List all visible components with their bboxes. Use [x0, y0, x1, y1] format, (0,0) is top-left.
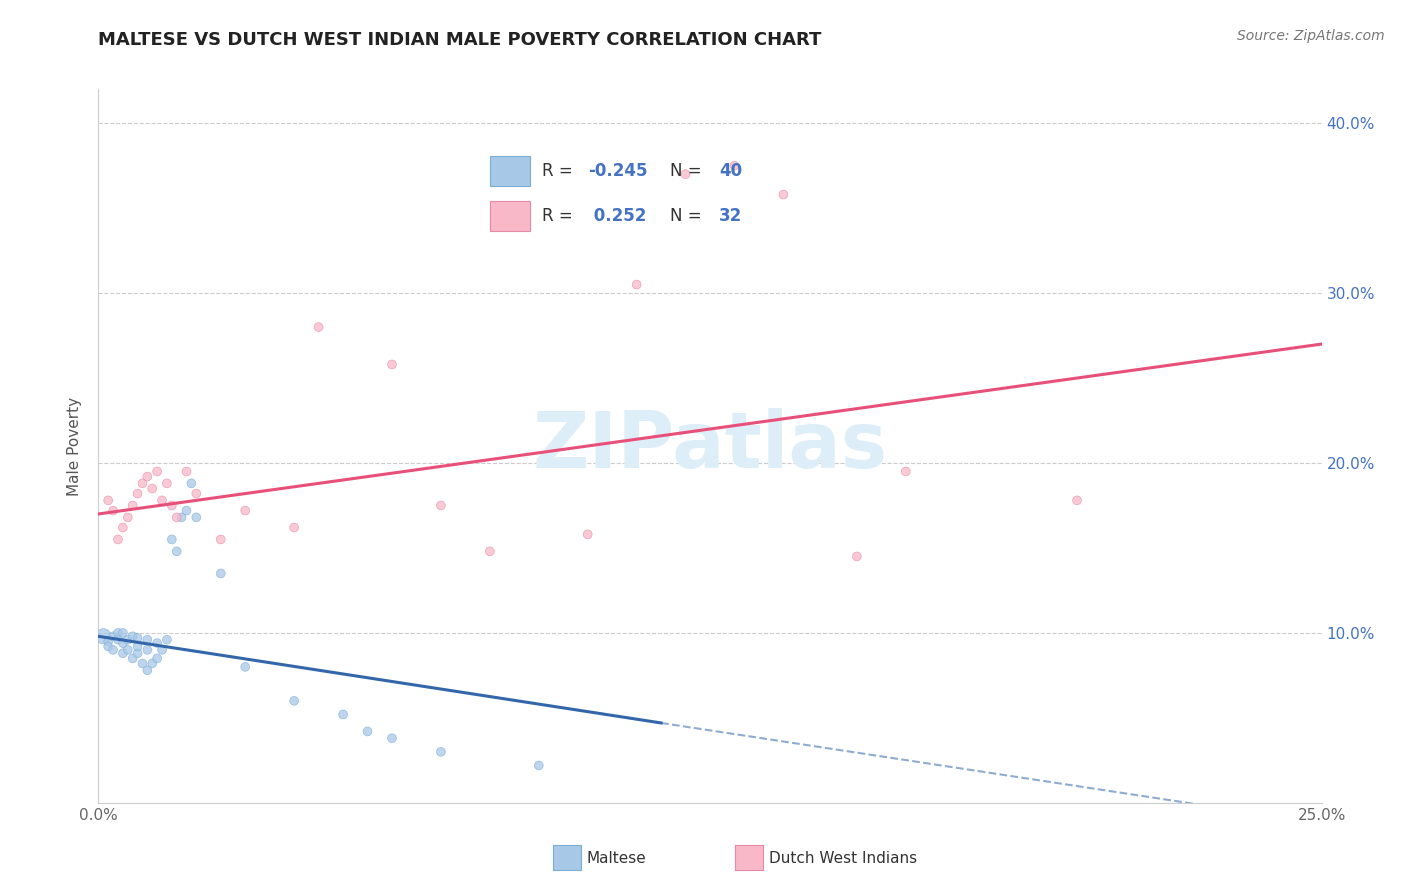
- Text: R =: R =: [541, 207, 578, 225]
- Point: [146, 636, 169, 650]
- Text: MALTESE VS DUTCH WEST INDIAN MALE POVERTY CORRELATION CHART: MALTESE VS DUTCH WEST INDIAN MALE POVERT…: [98, 31, 821, 49]
- Point: [527, 758, 550, 772]
- Point: [111, 626, 134, 640]
- Point: [136, 469, 159, 483]
- Point: [111, 520, 134, 534]
- Point: [180, 476, 202, 491]
- Point: [146, 651, 169, 665]
- Point: [91, 629, 114, 643]
- Point: [150, 643, 173, 657]
- Point: [675, 167, 697, 181]
- Point: [117, 632, 139, 647]
- Point: [121, 499, 143, 513]
- Point: [121, 629, 143, 643]
- Point: [576, 527, 599, 541]
- Point: [136, 632, 159, 647]
- Point: [166, 510, 188, 524]
- Point: [209, 533, 232, 547]
- Point: [160, 499, 183, 513]
- Point: [156, 476, 179, 491]
- Text: Dutch West Indians: Dutch West Indians: [769, 851, 917, 865]
- Point: [233, 503, 256, 517]
- Point: [332, 707, 354, 722]
- Point: [117, 643, 139, 657]
- Point: [111, 646, 134, 660]
- Point: [101, 629, 124, 643]
- Point: [131, 657, 153, 671]
- Text: N =: N =: [671, 161, 707, 179]
- Point: [101, 643, 124, 657]
- Point: [111, 636, 134, 650]
- Y-axis label: Male Poverty: Male Poverty: [67, 396, 83, 496]
- Point: [141, 482, 163, 496]
- Text: Source: ZipAtlas.com: Source: ZipAtlas.com: [1237, 29, 1385, 43]
- Point: [170, 510, 193, 524]
- Text: 32: 32: [720, 207, 742, 225]
- Point: [233, 660, 256, 674]
- Point: [381, 358, 404, 372]
- Point: [186, 510, 208, 524]
- Point: [127, 486, 149, 500]
- Point: [141, 657, 163, 671]
- Text: 0.252: 0.252: [588, 207, 647, 225]
- Point: [772, 187, 794, 202]
- FancyBboxPatch shape: [489, 156, 530, 186]
- Point: [176, 465, 198, 479]
- Point: [127, 646, 149, 660]
- Text: -0.245: -0.245: [588, 161, 647, 179]
- Point: [283, 694, 305, 708]
- Point: [209, 566, 232, 581]
- Point: [136, 663, 159, 677]
- Point: [136, 643, 159, 657]
- Point: [150, 493, 173, 508]
- Text: ZIPatlas: ZIPatlas: [533, 408, 887, 484]
- Point: [176, 503, 198, 517]
- Point: [430, 499, 453, 513]
- Point: [626, 277, 648, 292]
- Point: [308, 320, 330, 334]
- Point: [160, 533, 183, 547]
- FancyBboxPatch shape: [489, 201, 530, 231]
- Point: [131, 476, 153, 491]
- Point: [127, 631, 149, 645]
- Point: [1066, 493, 1088, 508]
- Point: [97, 640, 120, 654]
- Point: [146, 465, 169, 479]
- Point: [101, 503, 124, 517]
- Point: [894, 465, 917, 479]
- Point: [97, 493, 120, 508]
- Point: [121, 651, 143, 665]
- Point: [381, 731, 404, 746]
- Point: [107, 632, 129, 647]
- Text: 40: 40: [720, 161, 742, 179]
- Point: [127, 640, 149, 654]
- Point: [107, 533, 129, 547]
- Point: [156, 632, 179, 647]
- Point: [356, 724, 378, 739]
- Text: N =: N =: [671, 207, 707, 225]
- Text: Maltese: Maltese: [586, 851, 645, 865]
- Point: [107, 626, 129, 640]
- Point: [430, 745, 453, 759]
- Point: [478, 544, 501, 558]
- Point: [283, 520, 305, 534]
- Point: [723, 159, 745, 173]
- Point: [845, 549, 868, 564]
- Point: [117, 510, 139, 524]
- Point: [186, 486, 208, 500]
- Point: [97, 634, 120, 648]
- Point: [166, 544, 188, 558]
- Text: R =: R =: [541, 161, 578, 179]
